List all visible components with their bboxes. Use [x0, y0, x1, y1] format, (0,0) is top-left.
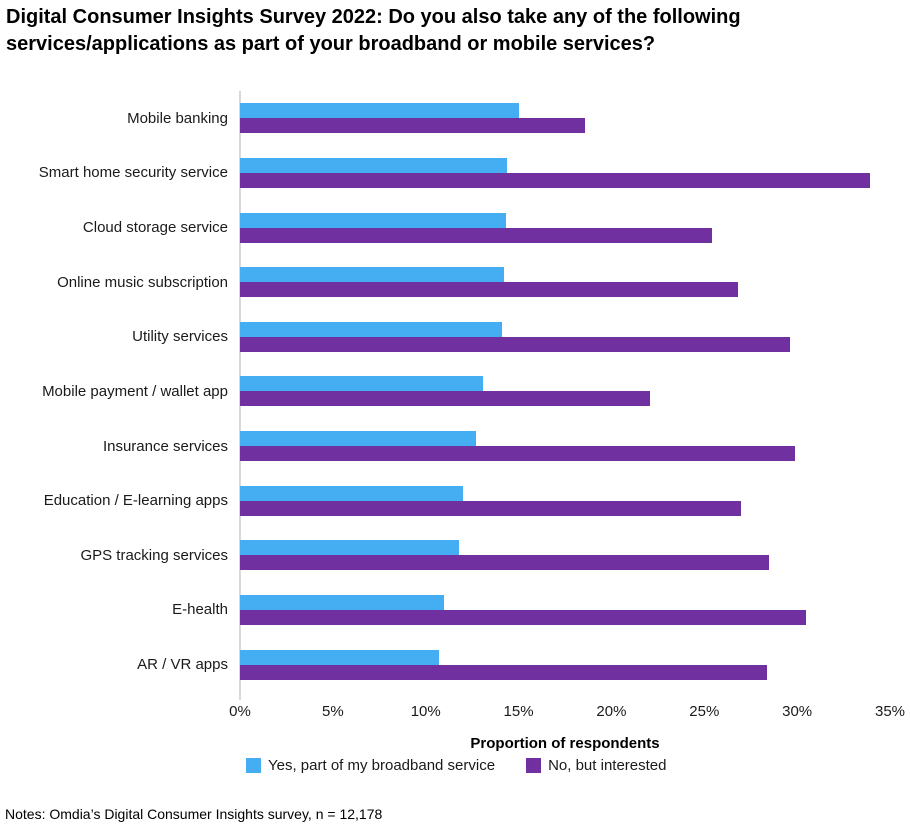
x-tick-label: 15%	[503, 703, 534, 720]
x-tick-label: 25%	[689, 703, 720, 720]
legend-item-yes: Yes, part of my broadband service	[246, 757, 495, 774]
bar-yes	[240, 485, 463, 501]
bar-no	[240, 664, 768, 680]
bar-yes	[240, 157, 508, 173]
bar-group	[240, 649, 890, 680]
bar-group	[240, 376, 890, 407]
bar-group	[240, 267, 890, 298]
chart-bar-row: Online music subscription	[0, 267, 910, 298]
category-label: Mobile payment / wallet app	[42, 382, 228, 400]
legend-swatch-no	[526, 758, 542, 773]
x-tick-label: 20%	[596, 703, 627, 720]
category-label: E-health	[172, 601, 228, 619]
bar-no	[240, 446, 796, 462]
legend-label-yes: Yes, part of my broadband service	[268, 757, 496, 774]
chart-bar-row: GPS tracking services	[0, 540, 910, 571]
chart-title-line2: services/applications as part of your br…	[6, 33, 656, 55]
bar-yes	[240, 540, 460, 556]
x-tick-label: 30%	[782, 703, 813, 720]
bar-yes	[240, 649, 439, 665]
bar-group	[240, 212, 890, 243]
category-label: Mobile banking	[127, 109, 228, 127]
x-axis-tick-labels: 0% 5% 10% 15% 20% 25% 30% 35%	[0, 703, 910, 721]
bar-yes	[240, 103, 519, 119]
chart-title: Digital Consumer Insights Survey 2022: D…	[6, 4, 741, 58]
bar-yes	[240, 321, 502, 337]
category-label: GPS tracking services	[80, 546, 228, 564]
bar-yes	[240, 431, 476, 447]
plot-area: Mobile banking Smart home security servic…	[0, 91, 910, 692]
bar-group	[240, 540, 890, 571]
bar-yes	[240, 376, 484, 392]
bar-group	[240, 157, 890, 188]
category-label: Smart home security service	[38, 164, 228, 182]
bar-no	[240, 282, 738, 298]
bar-group	[240, 103, 890, 134]
legend: Yes, part of my broadband service No, bu…	[246, 757, 666, 774]
bar-no	[240, 336, 790, 352]
bar-no	[240, 227, 712, 243]
bar-no	[240, 500, 742, 516]
bar-group	[240, 431, 890, 462]
chart-bar-row: Utility services	[0, 321, 910, 352]
chart-bar-row: Mobile payment / wallet app	[0, 376, 910, 407]
legend-swatch-yes	[246, 758, 261, 773]
bar-yes	[240, 267, 504, 283]
chart-bar-row: Insurance services	[0, 431, 910, 462]
chart-bar-row: AR / VR apps	[0, 649, 910, 680]
legend-label-no: No, but interested	[548, 757, 667, 774]
bar-yes	[240, 594, 445, 610]
x-axis-title: Proportion of respondents	[470, 735, 660, 752]
bar-no	[240, 555, 770, 571]
category-label: Insurance services	[102, 437, 228, 455]
x-tick-label: 35%	[874, 703, 906, 720]
chart-bar-row: Mobile banking	[0, 103, 910, 134]
chart-bar-row: Smart home security service	[0, 157, 910, 188]
category-label: Education / E-learning apps	[43, 492, 228, 510]
bar-no	[240, 172, 870, 188]
category-label: Cloud storage service	[82, 219, 228, 237]
bar-group	[240, 594, 890, 625]
category-label: Utility services	[132, 328, 228, 346]
bar-no	[240, 609, 807, 625]
bar-group	[240, 321, 890, 352]
category-label: Online music subscription	[57, 273, 228, 291]
bar-no	[240, 118, 586, 134]
x-tick-label: 10%	[410, 703, 441, 720]
chart-title-line1: Digital Consumer Insights Survey 2022: D…	[6, 6, 741, 28]
x-tick-label: 5%	[322, 703, 344, 720]
source-notes: Notes: Omdia’s Digital Consumer Insights…	[5, 806, 383, 822]
chart-bar-row: Education / E-learning apps	[0, 485, 910, 516]
legend-item-no: No, but interested	[526, 757, 666, 774]
bar-yes	[240, 212, 506, 228]
category-label: AR / VR apps	[137, 656, 228, 674]
bar-no	[240, 391, 651, 407]
x-tick-label: 0%	[229, 703, 251, 720]
chart-bar-row: Cloud storage service	[0, 212, 910, 243]
chart-bar-row: E-health	[0, 594, 910, 625]
bar-group	[240, 485, 890, 516]
